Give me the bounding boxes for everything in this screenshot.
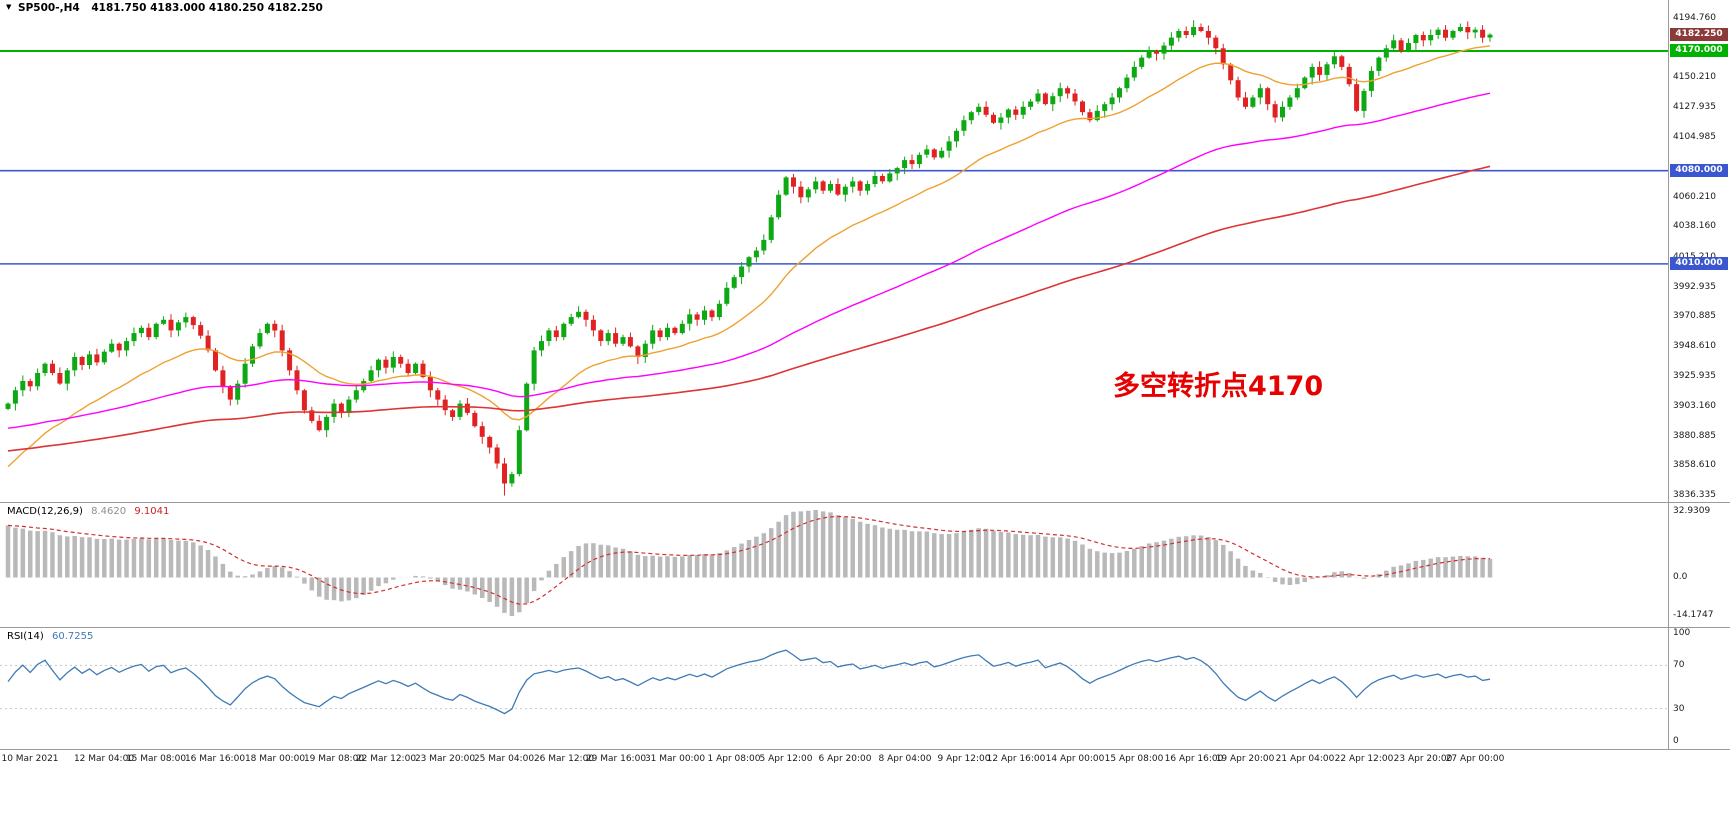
chart-annotation-text[interactable]: 多空转折点4170 xyxy=(1113,371,1324,402)
time-axis-label: 12 Apr 16:00 xyxy=(986,754,1046,764)
time-axis-label: 27 Apr 00:00 xyxy=(1445,754,1505,764)
time-axis-label: 23 Mar 20:00 xyxy=(414,754,476,764)
time-axis-label: 29 Mar 16:00 xyxy=(585,754,647,764)
one-click-trading-arrow-icon[interactable]: ▼ xyxy=(6,3,12,11)
time-axis-label: 5 Apr 12:00 xyxy=(759,754,813,764)
time-axis-label: 10 Mar 2021 xyxy=(1,754,59,764)
rsi-panel-canvas[interactable] xyxy=(0,628,1730,749)
ma-fast-line xyxy=(7,45,1491,468)
time-axis-label: 18 Mar 00:00 xyxy=(244,754,306,764)
time-axis-label: 16 Mar 16:00 xyxy=(184,754,246,764)
price-scale-separator xyxy=(1668,0,1669,750)
macd-main-value: 8.4620 xyxy=(91,506,127,517)
horizontal-level-lines[interactable] xyxy=(0,49,1668,265)
candles xyxy=(5,20,1493,496)
ohlc-values: 4181.750 4183.000 4180.250 4182.250 xyxy=(91,2,323,14)
macd-name: MACD(12,26,9) xyxy=(7,506,83,517)
time-axis-label: 15 Apr 08:00 xyxy=(1104,754,1164,764)
macd-histogram xyxy=(5,510,1493,616)
panel-separator[interactable] xyxy=(0,627,1730,628)
time-axis-label: 15 Mar 08:00 xyxy=(125,754,187,764)
time-axis-label: 23 Apr 20:00 xyxy=(1393,754,1453,764)
symbol-timeframe-label: SP500-,H4 xyxy=(18,2,80,14)
time-axis-label: 16 Apr 16:00 xyxy=(1164,754,1224,764)
ma-mid-line xyxy=(7,92,1491,429)
rsi-name: RSI(14) xyxy=(7,631,44,642)
ma-slow-line xyxy=(7,165,1491,452)
chart-header: ▼ SP500-,H4 4181.750 4183.000 4180.250 4… xyxy=(6,2,323,14)
rsi-line xyxy=(7,649,1491,715)
macd-signal-line xyxy=(7,515,1491,605)
time-axis-label: 6 Apr 20:00 xyxy=(818,754,872,764)
time-axis-label: 25 Mar 04:00 xyxy=(473,754,535,764)
time-axis-label: 19 Mar 08:00 xyxy=(303,754,365,764)
macd-signal-value: 9.1041 xyxy=(134,506,170,517)
time-axis-label: 22 Apr 12:00 xyxy=(1334,754,1394,764)
time-axis-label: 14 Apr 00:00 xyxy=(1045,754,1105,764)
panel-separator[interactable] xyxy=(0,502,1730,503)
time-axis-label: 12 Mar 04:00 xyxy=(73,754,135,764)
rsi-label: RSI(14) 60.7255 xyxy=(7,631,93,642)
time-axis: 10 Mar 2021 12 Mar 04:00 15 Mar 08:00 16 Ma… xyxy=(0,750,1730,772)
price-chart-canvas[interactable] xyxy=(0,0,1730,503)
time-axis-label: 22 Mar 12:00 xyxy=(355,754,417,764)
time-axis-label: 1 Apr 08:00 xyxy=(707,754,761,764)
time-axis-label: 31 Mar 00:00 xyxy=(644,754,706,764)
rsi-value: 60.7255 xyxy=(51,631,94,642)
macd-panel-canvas[interactable] xyxy=(0,503,1730,627)
time-axis-label: 19 Apr 20:00 xyxy=(1215,754,1275,764)
time-axis-label: 26 Mar 12:00 xyxy=(533,754,595,764)
panel-separator xyxy=(0,749,1730,750)
time-axis-label: 9 Apr 12:00 xyxy=(937,754,991,764)
time-axis-label: 8 Apr 04:00 xyxy=(878,754,932,764)
macd-label: MACD(12,26,9) 8.4620 9.1041 xyxy=(7,506,169,517)
time-axis-label: 21 Apr 04:00 xyxy=(1275,754,1335,764)
